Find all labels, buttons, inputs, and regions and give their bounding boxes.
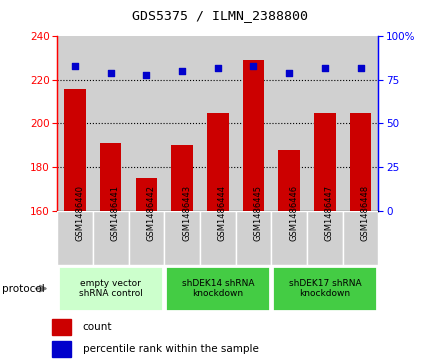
Point: [286, 70, 293, 76]
Point: [107, 70, 114, 76]
Bar: [172, 145, 193, 211]
Bar: [164, 211, 200, 265]
FancyBboxPatch shape: [272, 266, 378, 311]
FancyBboxPatch shape: [58, 266, 163, 311]
Point: [250, 63, 257, 69]
Text: GSM1486445: GSM1486445: [253, 185, 263, 241]
Point: [72, 63, 79, 69]
Bar: [200, 211, 236, 265]
Bar: [57, 36, 93, 211]
Text: percentile rank within the sample: percentile rank within the sample: [83, 344, 259, 354]
FancyBboxPatch shape: [165, 266, 270, 311]
Text: shDEK14 shRNA
knockdown: shDEK14 shRNA knockdown: [182, 279, 254, 298]
Bar: [57, 211, 93, 265]
Point: [179, 68, 186, 74]
Text: shDEK17 shRNA
knockdown: shDEK17 shRNA knockdown: [289, 279, 361, 298]
Text: GSM1486446: GSM1486446: [289, 185, 298, 241]
Bar: [279, 150, 300, 211]
Bar: [207, 113, 228, 211]
Text: GSM1486443: GSM1486443: [182, 185, 191, 241]
Bar: [93, 36, 128, 211]
Bar: [271, 36, 307, 211]
Bar: [314, 113, 336, 211]
Bar: [128, 211, 164, 265]
Bar: [64, 89, 86, 211]
Text: count: count: [83, 322, 112, 332]
Bar: [164, 36, 200, 211]
Bar: [243, 60, 264, 211]
Bar: [93, 211, 128, 265]
Text: GSM1486448: GSM1486448: [360, 185, 370, 241]
Bar: [52, 340, 71, 357]
Bar: [52, 319, 71, 335]
Bar: [343, 211, 378, 265]
Bar: [307, 211, 343, 265]
Bar: [271, 211, 307, 265]
Text: GSM1486447: GSM1486447: [325, 185, 334, 241]
Bar: [343, 36, 378, 211]
Bar: [100, 143, 121, 211]
Point: [321, 65, 328, 70]
Bar: [128, 36, 164, 211]
Point: [143, 72, 150, 78]
Text: protocol: protocol: [2, 284, 45, 294]
Text: GSM1486440: GSM1486440: [75, 185, 84, 241]
Bar: [307, 36, 343, 211]
Bar: [136, 178, 157, 211]
Point: [214, 65, 221, 70]
Bar: [236, 211, 271, 265]
Bar: [236, 36, 271, 211]
Bar: [350, 113, 371, 211]
Text: GSM1486444: GSM1486444: [218, 185, 227, 241]
Text: GSM1486441: GSM1486441: [111, 185, 120, 241]
Text: empty vector
shRNA control: empty vector shRNA control: [79, 279, 143, 298]
Text: GDS5375 / ILMN_2388800: GDS5375 / ILMN_2388800: [132, 9, 308, 22]
Text: GSM1486442: GSM1486442: [147, 185, 155, 241]
Point: [357, 65, 364, 70]
Bar: [200, 36, 236, 211]
